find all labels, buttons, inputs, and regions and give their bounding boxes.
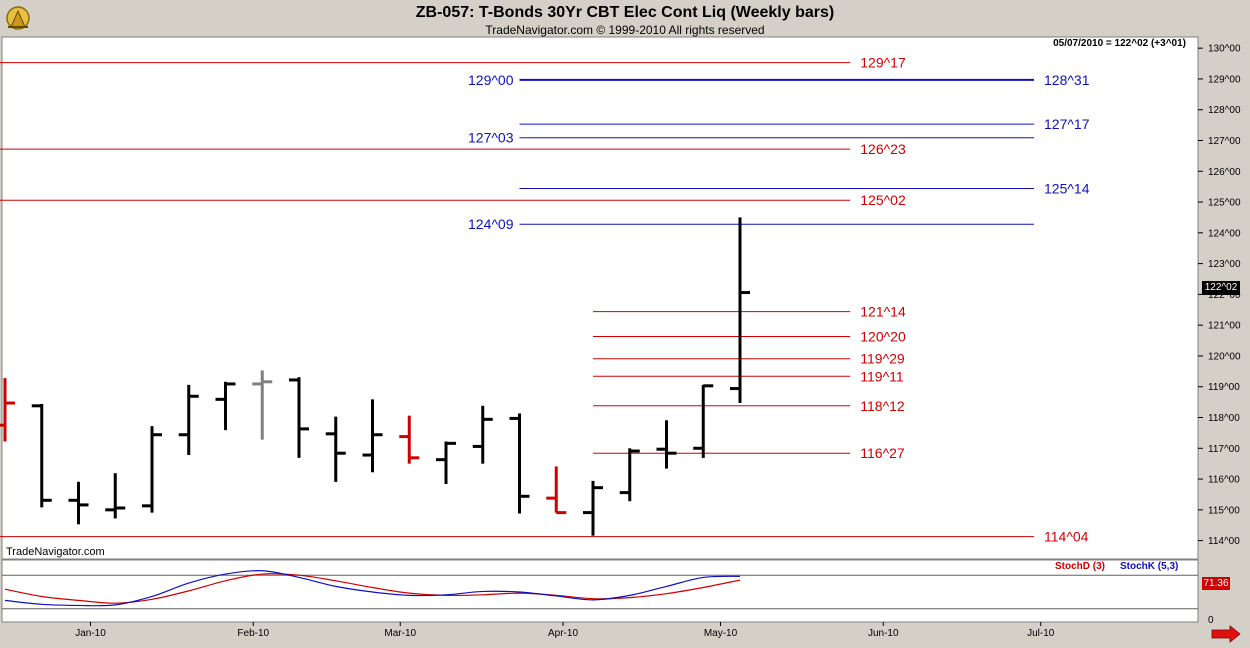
stoch-series-line	[4, 570, 741, 607]
price-bars	[0, 217, 750, 536]
level-label: 120^20	[860, 329, 906, 345]
last-quote: 05/07/2010 = 122^02 (+3^01)	[1053, 38, 1186, 49]
ohlc-bar	[105, 473, 126, 519]
y-tick-label: 117^00	[1208, 444, 1240, 455]
x-tick-label: Jun-10	[868, 628, 899, 639]
y-tick-label: 118^00	[1208, 413, 1240, 424]
chart-subtitle: TradeNavigator.com © 1999-2010 All right…	[485, 23, 765, 37]
ohlc-bar	[362, 399, 383, 473]
y-tick-label: 124^00	[1208, 228, 1241, 239]
level-label: 129^17	[860, 55, 906, 71]
x-tick-label: Apr-10	[548, 628, 578, 639]
y-tick-label: 114^00	[1208, 536, 1240, 547]
chart-title: ZB-057: T-Bonds 30Yr CBT Elec Cont Liq (…	[415, 4, 835, 21]
ohlc-bar	[289, 377, 309, 458]
ohlc-bar	[399, 415, 420, 464]
ohlc-bar	[0, 378, 15, 442]
y-tick-label: 130^00	[1208, 44, 1241, 55]
level-label: 126^23	[860, 141, 906, 157]
ohlc-bar	[619, 448, 640, 502]
stoch-value-marker: 71.36	[1202, 577, 1230, 590]
y-tick-label: 115^00	[1208, 505, 1240, 516]
y-tick-label: 129^00	[1208, 74, 1241, 85]
legend-stochk: StochK (5,3)	[1120, 561, 1179, 572]
y-tick-label: 116^00	[1208, 475, 1240, 486]
last-price-marker: 122^02	[1202, 281, 1240, 295]
y-tick-label: 122^00	[1208, 290, 1241, 301]
x-tick-label: May-10	[704, 628, 738, 639]
legend-stochd: StochD (3)	[1055, 561, 1105, 572]
level-label: 124^09	[468, 216, 514, 232]
ohlc-bar	[546, 466, 567, 515]
ohlc-bar	[583, 480, 603, 536]
stochastic-panel	[1, 559, 1199, 623]
level-label: 114^04	[1044, 529, 1089, 545]
sextant-logo-icon	[6, 6, 30, 30]
level-label: 127^03	[468, 130, 514, 146]
brand-watermark: TradeNavigator.com	[6, 546, 105, 558]
arrow-right-icon[interactable]	[1211, 625, 1241, 643]
ohlc-bar	[730, 217, 750, 404]
level-label: 128^31	[1044, 72, 1090, 88]
stoch-tick-label: 0	[1208, 615, 1214, 626]
price-panel	[1, 36, 1199, 560]
level-label: 129^00	[468, 72, 514, 88]
ohlc-bar	[436, 441, 456, 484]
stochastic-lines: 0	[2, 570, 1214, 626]
level-label: 127^17	[1044, 116, 1090, 132]
x-tick-label: Jul-10	[1027, 628, 1055, 639]
y-tick-label: 121^00	[1208, 321, 1241, 332]
ohlc-bar	[509, 413, 530, 514]
level-label: 118^12	[860, 398, 905, 414]
ohlc-bar	[325, 416, 346, 482]
ohlc-bar	[472, 405, 493, 464]
ohlc-bar	[68, 481, 89, 525]
level-label: 116^27	[860, 445, 905, 461]
level-label: 119^11	[860, 368, 904, 384]
ohlc-bar	[656, 420, 677, 469]
y-tick-label: 123^00	[1208, 259, 1241, 270]
ohlc-bar	[142, 426, 162, 513]
x-tick-label: Jan-10	[75, 628, 106, 639]
y-tick-label: 128^00	[1208, 105, 1241, 116]
level-label: 125^02	[860, 192, 906, 208]
ohlc-bar	[693, 384, 714, 458]
y-tick-label: 120^00	[1208, 351, 1241, 362]
y-tick-label: 125^00	[1208, 198, 1241, 209]
ohlc-bar	[31, 403, 52, 508]
price-levels: 129^17 128^31 129^00 127^17 127^03 126^23 125^…	[0, 55, 1090, 545]
level-label: 121^14	[860, 304, 906, 320]
ohlc-bar	[178, 384, 199, 456]
x-tick-label: Feb-10	[237, 628, 269, 639]
level-label: 119^29	[860, 351, 905, 367]
price-axis: 114^00 115^00 116^00 117^00 118^00 119^00 120^…	[1198, 44, 1241, 547]
ohlc-bar	[215, 381, 236, 431]
ohlc-bar	[252, 370, 273, 440]
y-tick-label: 126^00	[1208, 167, 1241, 178]
level-label: 125^14	[1044, 181, 1090, 197]
y-tick-label: 127^00	[1208, 136, 1241, 147]
y-tick-label: 119^00	[1208, 382, 1240, 393]
date-axis: Jan-10 Feb-10 Mar-10 Apr-10 May-10 Jun-10 Jul-…	[75, 622, 1055, 639]
x-tick-label: Mar-10	[384, 628, 416, 639]
